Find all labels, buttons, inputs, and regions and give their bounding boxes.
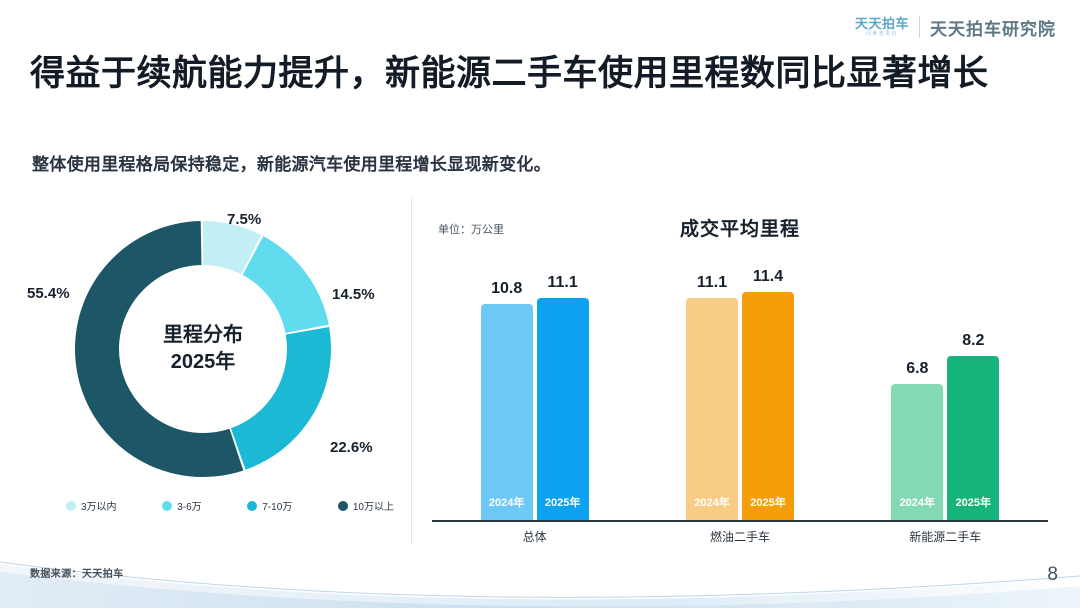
institute-name: 天天拍车研究院 [930, 19, 1056, 39]
donut-slice-3 [230, 327, 332, 470]
bar-year-label: 2025年 [750, 497, 786, 509]
logo-divider [919, 16, 920, 38]
legend-dot-icon-2 [162, 500, 173, 511]
donut-value-label-4: 55.4% [27, 285, 70, 302]
legend-dot-icon-4 [337, 500, 348, 511]
footer-wave-decoration [0, 561, 1080, 608]
bar-fuel-2025[interactable]: 2025年 [741, 292, 794, 520]
category-label-overall: 总体 [522, 530, 547, 544]
category-label-fuel: 燃油二手车 [709, 530, 770, 544]
donut-value-label-2: 14.5% [332, 286, 375, 303]
bar-nev-2024[interactable]: 2024年 [891, 384, 944, 520]
logo-sub-text: 闪卖老贵价 [865, 31, 898, 37]
donut-slice-2 [242, 236, 329, 334]
legend-item-1: 3万以内 [66, 498, 117, 513]
mileage-distribution-chart: 里程分布 2025年 7.5% 14.5% 22.6% 55.4% 3万以内 3… [20, 200, 400, 545]
data-source-label: 数据来源：天天拍车 [30, 569, 124, 580]
bar-year-label: 2024年 [899, 497, 936, 509]
bar-year-label: 2024年 [488, 497, 525, 509]
bar-group-overall: 10.8 2024年 11.1 2025年 [480, 260, 589, 520]
bar-column: 8.2 2025年 [947, 260, 1000, 520]
page-number: 8 [1047, 564, 1058, 585]
bar-column: 6.8 2024年 [891, 260, 944, 520]
category-label-nev: 新能源二手车 [909, 530, 982, 544]
bar-column: 11.1 2024年 [685, 260, 738, 520]
donut-slice-4 [74, 221, 244, 477]
legend-item-2: 3-6万 [162, 498, 202, 513]
bar-group-nev: 6.8 2024年 8.2 2025年 [891, 260, 1000, 520]
bar-year-label: 2025年 [955, 497, 992, 509]
bar-category-labels: 总体 燃油二手车 新能源二手车 [432, 528, 1048, 545]
logo-mark: 天天拍车 闪卖老贵价 [855, 17, 909, 37]
legend-label-2: 3-6万 [177, 502, 202, 513]
logo-main-text: 天天拍车 [854, 16, 909, 31]
legend-label-4: 10万以上 [352, 502, 394, 513]
donut-svg [74, 220, 332, 477]
bar-nev-2025[interactable]: 2025年 [947, 356, 1000, 520]
average-mileage-chart: 单位：万公里 成交平均里程 10.8 2024年 11.1 2025年 11.1 [420, 200, 1060, 550]
legend-dot-icon-3 [247, 500, 258, 511]
brand-logo-bar: 天天拍车 闪卖老贵价 天天拍车研究院 [855, 12, 1056, 42]
legend-dot-icon-1 [66, 500, 76, 511]
bar-groups: 10.8 2024年 11.1 2025年 11.1 2024年 1 [432, 260, 1048, 520]
donut-legend: 3万以内 3-6万 7-10万 10万以上 [60, 498, 400, 513]
bar-column: 10.8 2024年 [480, 260, 533, 520]
bar-overall-2024[interactable]: 2024年 [480, 304, 533, 520]
chart-unit-label: 单位：万公里 [438, 224, 504, 236]
donut-value-label-1: 7.5% [227, 211, 262, 228]
panel-divider [411, 198, 412, 543]
bar-column: 11.1 2025年 [536, 260, 589, 520]
donut-chart: 里程分布 2025年 [68, 214, 338, 484]
bar-value-label: 10.8 [491, 280, 523, 297]
bar-value-label: 11.4 [752, 268, 784, 285]
donut-slice-1 [203, 220, 262, 275]
bar-year-label: 2025年 [544, 497, 581, 509]
bar-overall-2025[interactable]: 2025年 [536, 298, 589, 520]
bar-column: 11.4 2025年 [741, 260, 794, 520]
legend-label-1: 3万以内 [81, 502, 117, 513]
legend-item-4: 10万以上 [337, 498, 394, 513]
chart-title: 成交平均里程 [679, 219, 800, 240]
page-title: 得益于续航能力提升，新能源二手车使用里程数同比显著增长 [30, 54, 989, 93]
legend-label-3: 7-10万 [262, 502, 293, 513]
bar-group-fuel: 11.1 2024年 11.4 2025年 [685, 260, 794, 520]
page-subtitle: 整体使用里程格局保持稳定，新能源汽车使用里程增长显现新变化。 [32, 155, 551, 174]
bar-year-label: 2024年 [694, 497, 730, 509]
bar-chart-axis-line [432, 520, 1048, 522]
bar-value-label: 11.1 [547, 274, 578, 291]
legend-item-3: 7-10万 [247, 498, 292, 513]
bar-value-label: 11.1 [696, 274, 728, 291]
bar-fuel-2024[interactable]: 2024年 [685, 298, 738, 520]
bar-value-label: 6.8 [906, 360, 929, 377]
donut-value-label-3: 22.6% [330, 439, 373, 456]
bar-value-label: 8.2 [962, 332, 985, 349]
